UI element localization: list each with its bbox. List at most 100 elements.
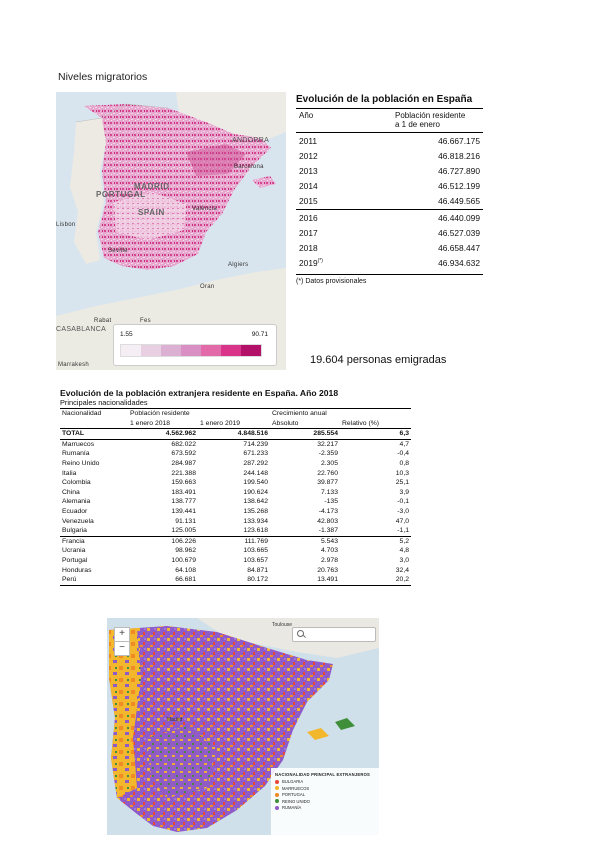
table2-cell: 4,7	[399, 440, 409, 448]
legend-dot-icon	[275, 792, 279, 797]
emigrated-people-count: 19.604 personas emigradas	[310, 354, 447, 366]
table2-row: Reino Unido 284.987 287.292 2.305 0,8	[60, 459, 411, 469]
table2-cell: 138.642	[243, 498, 268, 506]
table2-h-crecimiento: Crecimiento anual	[270, 407, 411, 419]
table2-row: China 183.491 190.624 7.133 3,9	[60, 488, 411, 498]
table2-h-enero2019: 1 enero 2019	[198, 418, 270, 430]
table2-cell: -135	[324, 498, 338, 506]
table1-title: Evolución de la población en España	[296, 94, 483, 109]
table2-cell: 91.131	[175, 517, 196, 525]
table1-row: 2019(*) 46.934.632	[296, 256, 483, 271]
map2-graphic	[107, 618, 379, 835]
table1-header: Año Población residente a 1 de enero	[296, 109, 483, 133]
table2-cell: 4,8	[399, 547, 409, 555]
table2-row: Venezuela 91.131 133.934 42.803 47,0	[60, 517, 411, 527]
table2-h-relativo: Relativo (%)	[340, 418, 411, 430]
table2-cell: Perú	[60, 575, 128, 586]
table2-cell: 3,0	[399, 556, 409, 564]
table2-cell: Reino Unido	[62, 459, 100, 467]
legend-swatch: #e36aa9	[201, 345, 221, 356]
table1-year: 2016	[296, 213, 395, 223]
section-heading: Niveles migratorios	[58, 71, 148, 83]
foreign-population-table: Evolución de la población extranjera res…	[60, 388, 411, 586]
table2-cell: -1,1	[397, 527, 409, 535]
table1-col-year: Año	[299, 111, 314, 120]
table2-cell: 111.769	[198, 535, 270, 547]
zoom-out-button[interactable]: −	[114, 641, 130, 656]
table2-cell: 20,2	[340, 575, 411, 586]
map2-legend-title: NACIONALIDAD PRINCIPAL EXTRANJEROS	[275, 772, 371, 777]
table2-cell: 80.172	[198, 575, 270, 586]
table2-cell: 106.226	[128, 535, 198, 547]
table2-cell: 98.962	[175, 547, 196, 555]
table1-year-text: 2014	[299, 181, 318, 192]
map2-legend-item: RUMANÍA	[275, 805, 379, 810]
table1-year-text: 2018	[299, 242, 318, 253]
table1-col-pop-line1: Población residente	[395, 111, 466, 120]
table1-row: 2014 46.512.199	[296, 179, 483, 194]
legend-swatch: #dcb0d3	[161, 345, 181, 356]
legend-color-scale: #f5eef4#e8cfe2#dcb0d3#d98fc4#e36aa9#d933…	[120, 344, 262, 357]
legend-dot-icon	[275, 786, 279, 791]
table2-row: Perú 66.681 80.172 13.491 20,2	[60, 575, 411, 586]
table1-row: 2013 46.727.890	[296, 163, 483, 178]
legend-min: 1.55	[120, 331, 133, 338]
search-icon	[297, 630, 304, 637]
table1-year-text: 2017	[299, 227, 318, 238]
zoom-in-button[interactable]: +	[114, 627, 130, 642]
map2-legend-item: REINO UNIDO	[275, 799, 379, 804]
table2-cell: 135.268	[243, 507, 268, 515]
table1-year-text: 2016	[299, 212, 318, 223]
map-search-input[interactable]	[292, 627, 376, 642]
label-fes: Fes	[140, 318, 151, 324]
nationality-map[interactable]: + − Madrid Toulouse NACIONALIDAD PRINCIP…	[107, 618, 379, 835]
table1-year-text: 2012	[299, 150, 318, 161]
map2-legend-items: BULGARIA MARRUECOS PORTUGAL REINO UNIDO RUMA…	[275, 779, 379, 810]
map2-legend: NACIONALIDAD PRINCIPAL EXTRANJEROS BULGA…	[275, 772, 379, 812]
label-lisbon: Lisbon	[56, 222, 76, 228]
table1-row: 2017 46.527.039	[296, 225, 483, 240]
table2-cell: Francia	[60, 535, 128, 547]
table2-cell: Alemania	[62, 498, 91, 506]
table2-cell: China	[62, 488, 80, 496]
table2-cell: 138.777	[171, 498, 196, 506]
table2-cell: -2.359	[318, 450, 338, 458]
table2-header-row2: 1 enero 2018 1 enero 2019 Absoluto Relat…	[60, 418, 411, 430]
map2-legend-item: BULGARIA	[275, 779, 379, 784]
table2-cell: 0,8	[399, 459, 409, 467]
table2-h-poblacion: Población residente	[128, 407, 270, 419]
table1-row: 2011 46.667.175	[296, 133, 483, 148]
table2-row: Bulgaria 125.005 123.618 -1.387 -1,1	[60, 526, 411, 536]
table2-cell: 139.441	[171, 507, 196, 515]
table2-cell: -3,0	[397, 507, 409, 515]
table2-cell: 159.663	[171, 479, 196, 487]
legend-dot-icon	[275, 799, 279, 804]
table1-year-text: 2011	[299, 135, 318, 146]
table2-h-enero2018: 1 enero 2018	[128, 418, 198, 430]
table2-cell: 285.554	[270, 428, 340, 440]
table2-cell: 183.491	[171, 488, 196, 496]
table2-cell: 10,3	[395, 469, 409, 477]
map2-legend-label: BULGARIA	[282, 779, 304, 784]
table2-cell: Colombia	[62, 479, 91, 487]
table1-body: 2011 46.667.175 2012 46.818.216 2013 46.727.8…	[296, 133, 483, 271]
table2-cell: -1.387	[318, 527, 338, 535]
table1-year-text: 2013	[299, 165, 318, 176]
table2-h-absoluto: Absoluto	[270, 418, 340, 430]
table2-cell: 32.217	[317, 440, 338, 448]
table2-cell: 5,2	[340, 535, 411, 547]
table1-row: 2018 46.658.447	[296, 240, 483, 255]
table2-cell: 103.657	[243, 556, 268, 564]
table2-cell: 4.848.516	[198, 428, 270, 440]
table1-value: 46.818.216	[438, 150, 480, 161]
table2-cell: Bulgaria	[62, 527, 87, 535]
population-evolution-table: Evolución de la población en España Año …	[296, 94, 483, 285]
table2-row: Honduras 64.108 84.871 20.763 32,4	[60, 566, 411, 576]
table2-cell: 133.934	[243, 517, 268, 525]
table2-row: Alemania 138.777 138.642 -135 -0,1	[60, 497, 411, 507]
migration-choropleth-map[interactable]: PORTUGAL MADRID SPAIN ANDORRA Barcelona …	[56, 92, 286, 370]
label-valencia: València	[192, 206, 217, 212]
table2-h-nacionalidad: Nacionalidad	[60, 407, 128, 419]
table2-cell: 20.763	[317, 566, 338, 574]
table1-year: 2012	[296, 151, 395, 161]
